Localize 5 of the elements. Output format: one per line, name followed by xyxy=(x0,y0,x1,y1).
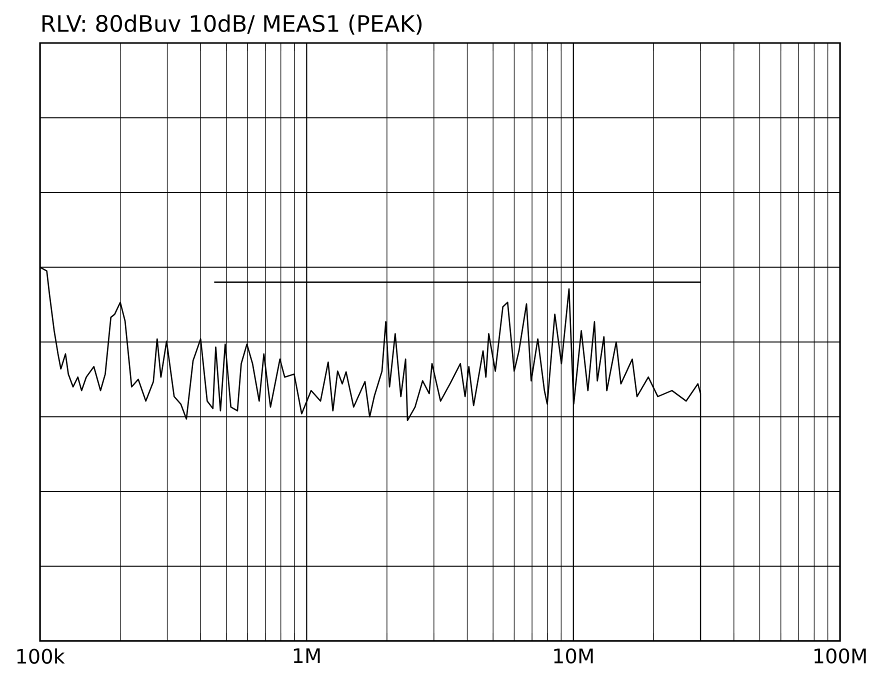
x-tick-label: 100M xyxy=(814,648,866,664)
chart-title: RLV: 80dBuv 10dB/ MEAS1 (PEAK) xyxy=(42,14,422,35)
x-tick-label: 10M xyxy=(554,648,593,664)
x-tick-label: 100k xyxy=(17,648,65,664)
x-tick-label: 1M xyxy=(294,648,320,663)
